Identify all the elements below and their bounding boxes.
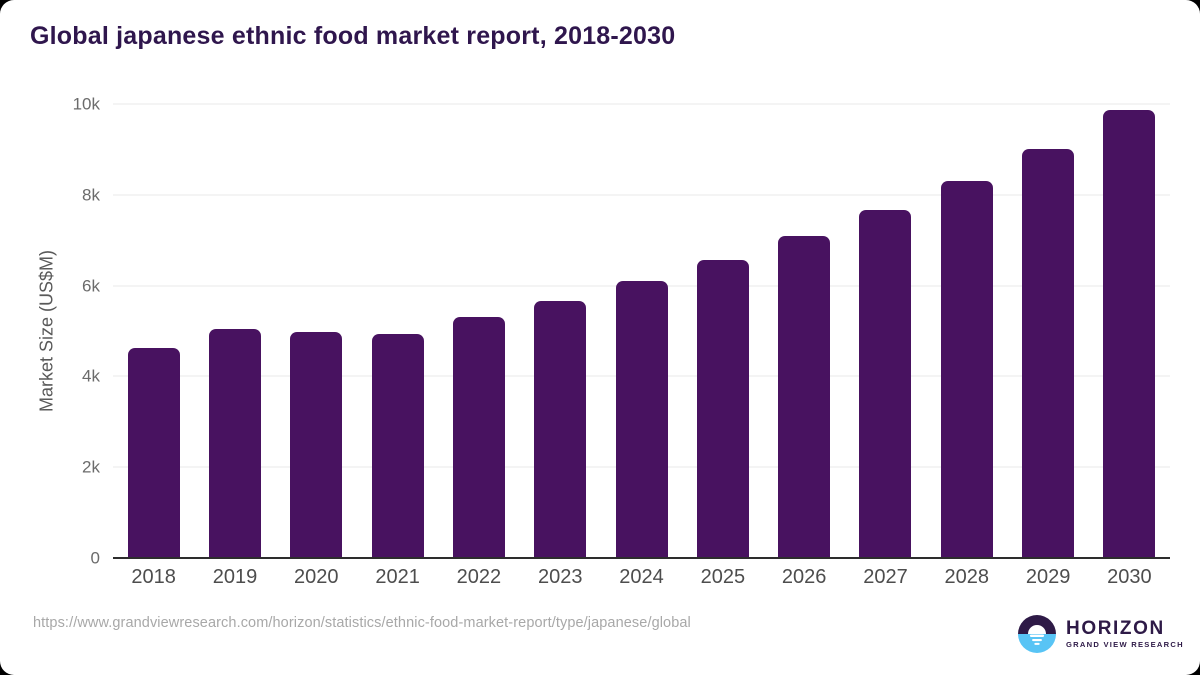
x-axis-labels: 2018 2019 2020 2021 2022 2023 2024 2025 2026 2027… — [113, 566, 1170, 589]
plot-area — [113, 103, 1170, 559]
bar-slot-2018 — [113, 104, 194, 558]
x-tick-label-2019: 2019 — [212, 566, 258, 588]
bar-slot-2022 — [438, 104, 519, 558]
bar-2021 — [371, 334, 424, 558]
gridline-10k — [113, 103, 1170, 105]
x-axis-baseline — [113, 557, 1170, 559]
y-tick-label-4k: 4k — [82, 366, 100, 386]
horizon-logo-text: HORIZON GRAND VIEW RESEARCH — [1066, 619, 1184, 649]
horizon-logo: HORIZON GRAND VIEW RESEARCH — [1018, 615, 1184, 653]
x-tick-label-2028: 2028 — [944, 566, 990, 588]
source-url: https://www.grandviewresearch.com/horizo… — [33, 615, 691, 631]
y-tick-label-0: 0 — [90, 548, 100, 568]
bar-2027 — [859, 210, 912, 558]
gridline-8k — [113, 194, 1170, 196]
x-tick-label-2023: 2023 — [537, 566, 583, 588]
bar-2020 — [290, 331, 343, 558]
x-tick-label-2027: 2027 — [863, 566, 908, 588]
x-tick-label-2021: 2021 — [375, 566, 420, 588]
x-tick-label-2026: 2026 — [781, 566, 827, 588]
bar-2026 — [778, 235, 831, 558]
bar-2018 — [127, 347, 180, 558]
horizon-logo-icon — [1018, 615, 1056, 653]
y-tick-label-8k: 8k — [82, 185, 100, 205]
bar-slot-2023 — [520, 104, 601, 558]
logo-tagline: GRAND VIEW RESEARCH — [1066, 640, 1184, 650]
bar-2030 — [1103, 109, 1156, 558]
logo-name: HORIZON — [1066, 618, 1165, 640]
x-tick-label-2024: 2024 — [619, 566, 664, 588]
bar-slot-2030 — [1089, 104, 1170, 558]
y-tick-label-6k: 6k — [82, 276, 100, 296]
bar-slot-2020 — [276, 104, 357, 558]
bar-2024 — [615, 281, 668, 558]
y-tick-label-10k: 10k — [72, 94, 100, 114]
x-tick-label-2022: 2022 — [456, 566, 502, 588]
x-tick-label-2018: 2018 — [131, 566, 176, 588]
x-tick-label-2030: 2030 — [1107, 566, 1152, 588]
bar-2028 — [940, 180, 993, 558]
bar-slot-2019 — [194, 104, 275, 558]
chart-title: Global japanese ethnic food market repor… — [30, 22, 676, 50]
bar-slot-2026 — [764, 104, 845, 558]
bar-slot-2025 — [682, 104, 763, 558]
y-tick-label-2k: 2k — [82, 457, 100, 477]
x-tick-label-2025: 2025 — [700, 566, 746, 588]
bar-2022 — [452, 317, 505, 558]
bar-slot-2024 — [601, 104, 682, 558]
bar-2025 — [696, 260, 749, 558]
bar-slot-2028 — [926, 104, 1007, 558]
bar-2023 — [534, 300, 587, 558]
bar-slot-2027 — [845, 104, 926, 558]
bars-container — [113, 104, 1170, 558]
y-axis-ticks: 0 2k 4k 6k 8k 10k — [0, 96, 100, 567]
bar-2029 — [1022, 148, 1075, 558]
bar-slot-2029 — [1007, 104, 1088, 558]
bar-slot-2021 — [357, 104, 438, 558]
bar-2019 — [208, 328, 261, 558]
x-tick-label-2020: 2020 — [294, 566, 339, 588]
x-tick-label-2029: 2029 — [1025, 566, 1071, 588]
